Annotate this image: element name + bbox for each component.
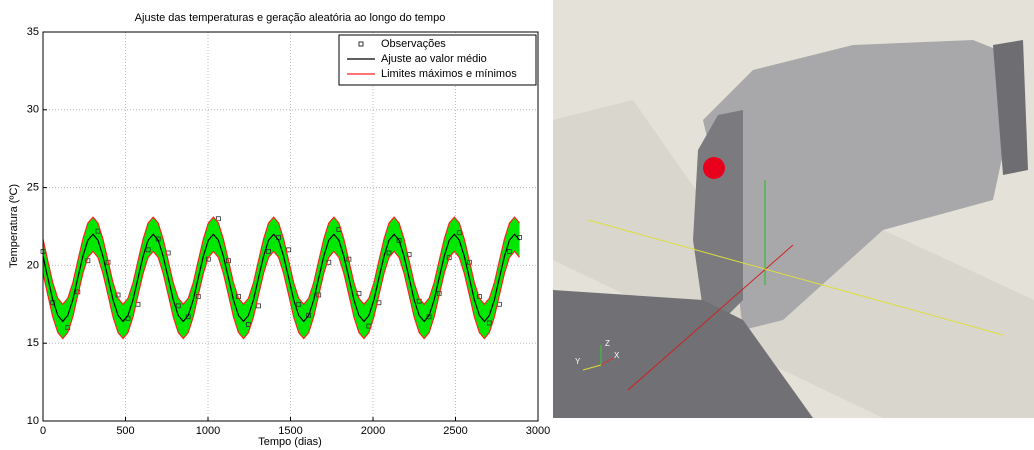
axis-label: X (614, 351, 620, 360)
x-tick-label: 0 (40, 425, 46, 437)
chart-title: Ajuste das temperaturas e geração aleató… (135, 12, 446, 24)
screenshot: {"chart_data": { "type": "line", "title"… (0, 0, 1034, 450)
x-tick-label: 1000 (196, 425, 220, 437)
x-tick-label: 2500 (443, 425, 467, 437)
legend-label: Limites máximos e mínimos (381, 68, 517, 80)
x-tick-label: 500 (116, 425, 134, 437)
y-tick-label: 20 (27, 259, 39, 271)
x-axis-label: Tempo (dias) (258, 436, 322, 448)
x-tick-label: 2000 (361, 425, 385, 437)
render-view: Z Y X (553, 0, 1034, 418)
marker (703, 157, 725, 179)
legend-label: Ajuste ao valor médio (381, 53, 487, 65)
chart: Ajuste das temperaturas e geração aleató… (0, 0, 550, 450)
axis-label: Z (605, 339, 610, 348)
y-tick-label: 10 (27, 415, 39, 427)
axis-label: Y (575, 357, 581, 366)
x-tick-label: 3000 (526, 425, 550, 437)
legend-label: Observações (381, 38, 446, 50)
y-tick-label: 35 (27, 26, 39, 38)
y-tick-label: 15 (27, 337, 39, 349)
x-tick-label: 1500 (278, 425, 302, 437)
y-tick-label: 30 (27, 104, 39, 116)
y-tick-label: 25 (27, 182, 39, 194)
y-axis-label: Temperatura (ºC) (8, 184, 20, 268)
